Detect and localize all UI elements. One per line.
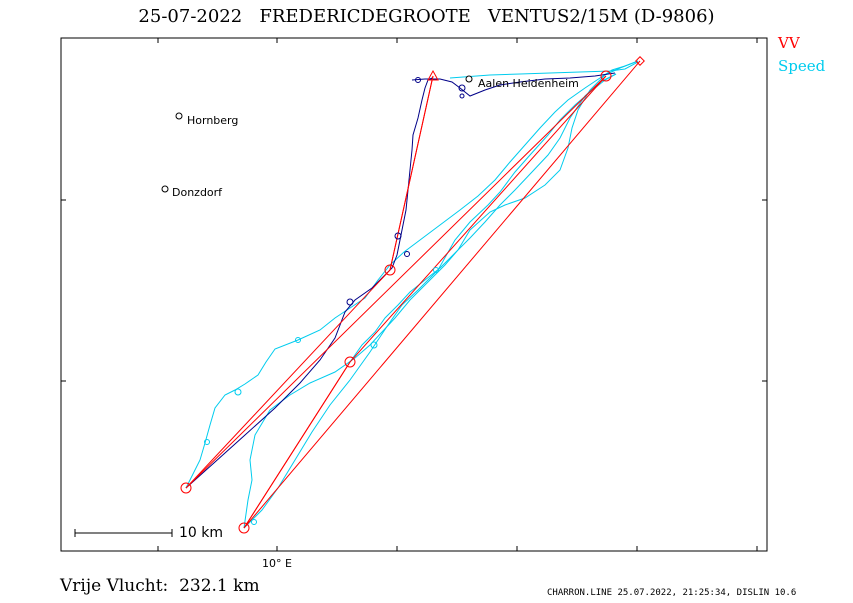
turnpoint-marker	[600, 70, 612, 82]
thermal-loop	[346, 298, 354, 306]
speed-track	[243, 73, 617, 529]
legend-label-speed: Speed	[778, 57, 826, 75]
map-frame	[60, 37, 768, 552]
x-tick-label: 10° E	[262, 557, 292, 570]
credits-label: CHARRON.LINE 25.07.2022, 21:25:34, DISLI…	[547, 588, 797, 598]
legend-vv: VV	[778, 34, 800, 52]
place-marker	[465, 75, 473, 83]
vv-track	[185, 77, 433, 489]
vv-track	[411, 72, 616, 97]
thermal-loop	[204, 439, 210, 445]
scale-bar-label: 10 km	[179, 525, 224, 541]
place-label-donzdorf: Donzdorf	[172, 186, 223, 199]
place-marker	[175, 112, 183, 120]
legend-label-vv: VV	[778, 34, 800, 52]
turnpoint-marker	[180, 482, 192, 494]
distance-label: Vrije Vlucht: 232.1 km	[60, 576, 260, 596]
task-line	[389, 75, 434, 271]
thermal-loop	[433, 267, 439, 273]
legend-speed: Speed	[778, 57, 825, 75]
chart-title: 25-07-2022 FREDERICDEGROOTE VENTUS2/15M …	[138, 6, 715, 27]
finish-diamond-marker	[635, 56, 645, 66]
thermal-loop	[415, 77, 421, 83]
thermal-loop	[394, 232, 402, 240]
thermal-loop	[370, 341, 378, 349]
start-triangle-marker	[427, 69, 439, 81]
speed-track	[449, 61, 639, 79]
thermal-loop	[251, 519, 257, 525]
thermal-loop	[459, 93, 465, 99]
turnpoint-marker	[238, 522, 250, 534]
thermal-loop	[458, 84, 466, 92]
place-label-hornberg: Hornberg	[187, 114, 239, 127]
turnpoint-marker	[344, 356, 356, 368]
speed-track	[185, 60, 639, 489]
turnpoint-marker	[384, 264, 396, 276]
thermal-loop	[404, 251, 410, 257]
thermal-loop	[234, 388, 242, 396]
place-label-aalen-heidenheim: Aalen Heidenheim	[478, 77, 579, 90]
task-line	[243, 361, 351, 529]
place-marker	[161, 185, 169, 193]
thermal-loop	[295, 337, 301, 343]
speed-track	[349, 73, 617, 363]
